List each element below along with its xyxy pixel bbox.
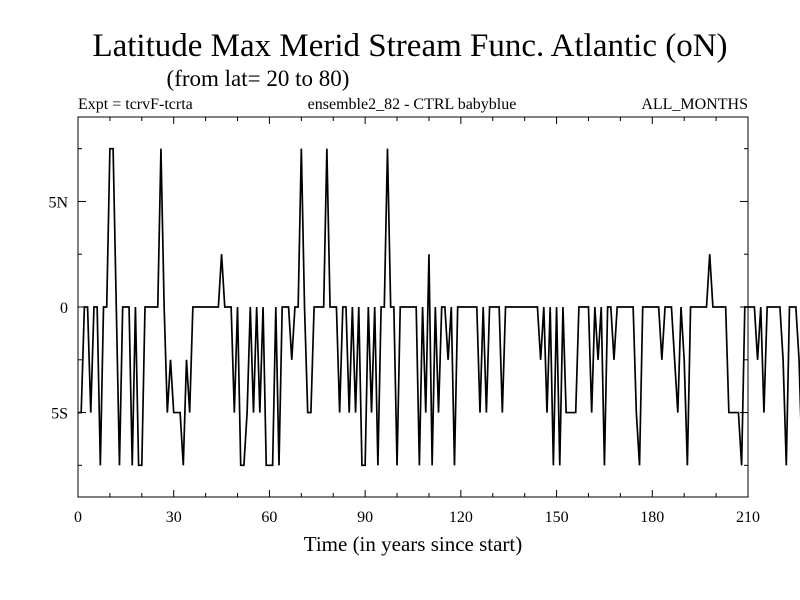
y-tick-label: 5N — [48, 194, 68, 211]
x-tick-label: 0 — [74, 509, 82, 526]
y-tick-label: 0 — [60, 300, 68, 317]
chart-subtitle: (from lat= 20 to 80) — [167, 66, 350, 91]
experiment-label: Expt = tcrvF-tcrta — [78, 96, 193, 113]
x-tick-label: 180 — [640, 509, 664, 526]
x-tick-label: 120 — [449, 509, 473, 526]
months-label: ALL_MONTHS — [641, 96, 748, 113]
x-tick-label: 90 — [357, 509, 373, 526]
x-tick-label: 60 — [261, 509, 277, 526]
ensemble-label: ensemble2_82 - CTRL babyblue — [308, 96, 517, 113]
chart-title: Latitude Max Merid Stream Func. Atlantic… — [92, 28, 727, 64]
x-axis-label: Time (in years since start) — [304, 532, 523, 556]
x-axis: 0 30 60 90 120 150 180 210 — [74, 117, 760, 526]
x-tick-label: 30 — [166, 509, 182, 526]
series-line — [78, 147, 800, 467]
x-tick-label: 210 — [736, 509, 760, 526]
x-tick-label: 150 — [545, 509, 569, 526]
y-axis: 5N 0 5S — [48, 148, 748, 466]
y-tick-label: 5S — [51, 406, 68, 423]
